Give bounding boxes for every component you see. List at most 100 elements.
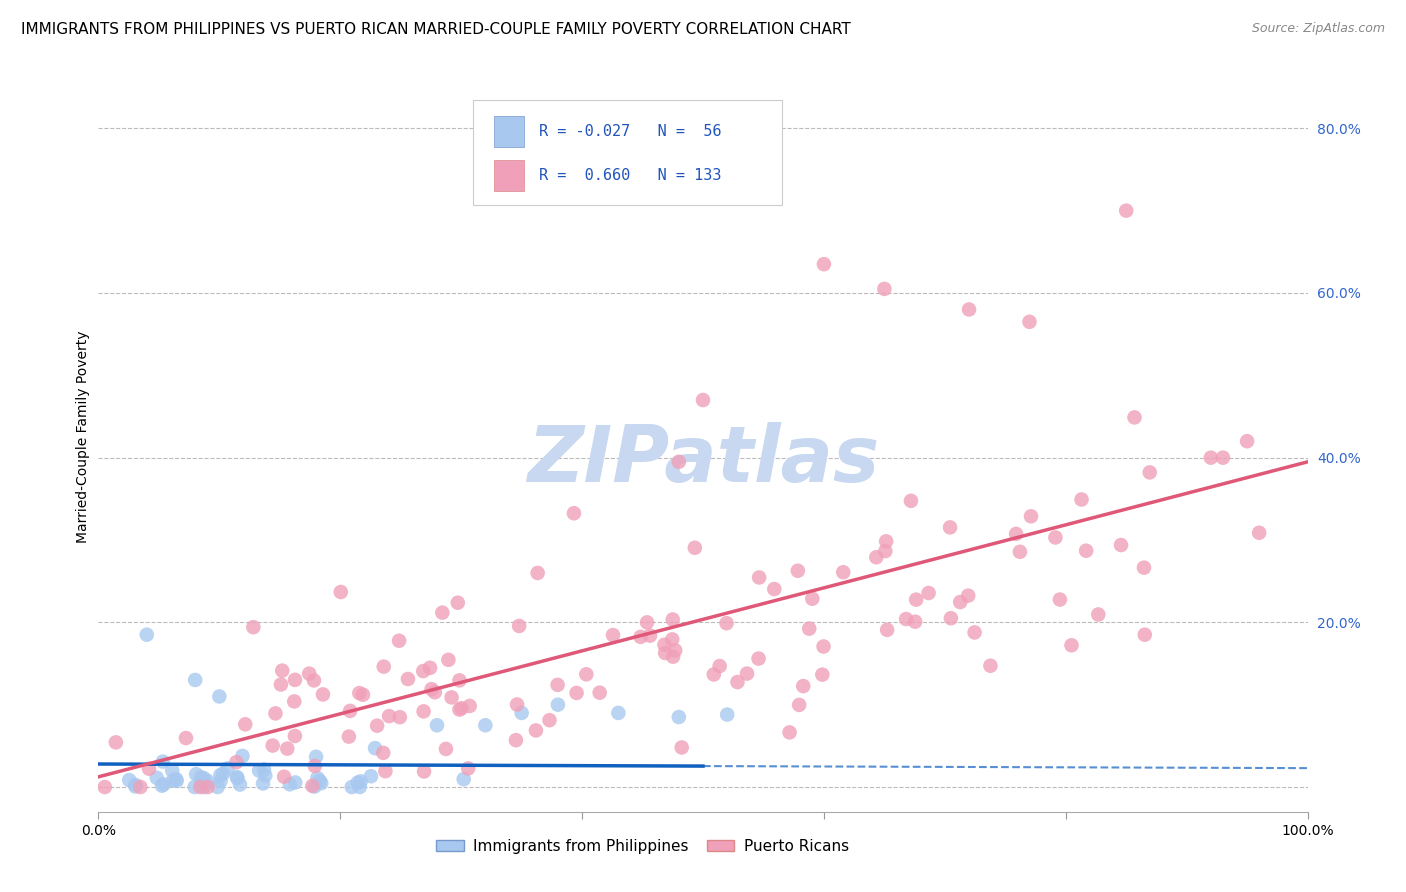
FancyBboxPatch shape: [474, 100, 782, 205]
Point: [692, 392, 714, 407]
Point: [654, 646, 676, 660]
Point: [636, 615, 658, 630]
Text: R = -0.027   N =  56: R = -0.027 N = 56: [538, 124, 721, 139]
Y-axis label: Married-Couple Family Poverty: Married-Couple Family Poverty: [76, 331, 90, 543]
Point: [193, 780, 215, 794]
Point: [304, 759, 326, 773]
Point: [349, 686, 371, 700]
Point: [271, 664, 294, 678]
Point: [813, 257, 835, 271]
Point: [349, 780, 371, 794]
Point: [419, 661, 441, 675]
Point: [957, 302, 980, 317]
Point: [1115, 203, 1137, 218]
Point: [453, 772, 475, 786]
FancyBboxPatch shape: [494, 160, 524, 191]
Point: [253, 763, 276, 777]
Point: [284, 775, 307, 789]
Point: [664, 643, 686, 657]
Text: IMMIGRANTS FROM PHILIPPINES VS PUERTO RICAN MARRIED-COUPLE FAMILY POVERTY CORREL: IMMIGRANTS FROM PHILIPPINES VS PUERTO RI…: [21, 22, 851, 37]
Text: R =  0.660   N = 133: R = 0.660 N = 133: [538, 168, 721, 183]
Point: [538, 713, 561, 727]
Point: [526, 566, 548, 580]
Point: [190, 776, 212, 790]
Point: [129, 780, 152, 794]
Point: [340, 780, 363, 794]
Point: [799, 622, 821, 636]
Point: [360, 769, 382, 783]
Point: [505, 733, 527, 747]
Point: [638, 629, 661, 643]
Point: [212, 766, 235, 780]
Point: [1049, 592, 1071, 607]
Point: [524, 723, 547, 738]
Point: [668, 455, 690, 469]
Point: [284, 729, 307, 743]
Point: [716, 707, 738, 722]
Point: [875, 534, 897, 549]
Point: [434, 742, 457, 756]
Point: [166, 773, 188, 788]
Point: [792, 679, 814, 693]
Text: Source: ZipAtlas.com: Source: ZipAtlas.com: [1251, 22, 1385, 36]
Point: [811, 667, 834, 681]
Point: [1008, 545, 1031, 559]
Point: [209, 768, 232, 782]
Point: [661, 632, 683, 647]
Point: [457, 761, 479, 775]
Point: [373, 659, 395, 673]
Point: [364, 741, 387, 756]
Point: [388, 633, 411, 648]
Point: [1019, 509, 1042, 524]
Point: [957, 589, 980, 603]
Point: [150, 779, 173, 793]
Point: [152, 777, 174, 791]
Point: [186, 767, 208, 781]
Point: [284, 673, 307, 687]
Legend: Immigrants from Philippines, Puerto Ricans: Immigrants from Philippines, Puerto Rica…: [430, 833, 855, 860]
Point: [273, 770, 295, 784]
Point: [193, 771, 215, 785]
Point: [420, 682, 443, 697]
Point: [449, 702, 471, 716]
Point: [124, 778, 146, 792]
Point: [1236, 434, 1258, 449]
Point: [508, 619, 530, 633]
Point: [661, 613, 683, 627]
Point: [301, 779, 323, 793]
Point: [939, 520, 962, 534]
Point: [366, 719, 388, 733]
Point: [302, 673, 325, 688]
Point: [396, 672, 419, 686]
Point: [247, 764, 270, 778]
Point: [160, 764, 183, 778]
Point: [801, 591, 824, 606]
Point: [905, 592, 928, 607]
Point: [1249, 525, 1271, 540]
Point: [1074, 543, 1097, 558]
Point: [329, 585, 352, 599]
Point: [787, 698, 810, 712]
Point: [813, 640, 835, 654]
Point: [388, 710, 411, 724]
Point: [229, 778, 252, 792]
Point: [1199, 450, 1222, 465]
Point: [683, 541, 706, 555]
Point: [506, 698, 529, 712]
Point: [374, 764, 396, 779]
Point: [412, 704, 434, 718]
Point: [458, 698, 481, 713]
Point: [270, 677, 292, 691]
Point: [1123, 410, 1146, 425]
Point: [264, 706, 287, 721]
Point: [779, 725, 801, 739]
Point: [1139, 466, 1161, 480]
Point: [225, 755, 247, 769]
Point: [304, 780, 326, 794]
Point: [630, 630, 652, 644]
Point: [124, 780, 146, 794]
Point: [709, 659, 731, 673]
Point: [510, 706, 533, 720]
Point: [668, 710, 690, 724]
Point: [298, 666, 321, 681]
